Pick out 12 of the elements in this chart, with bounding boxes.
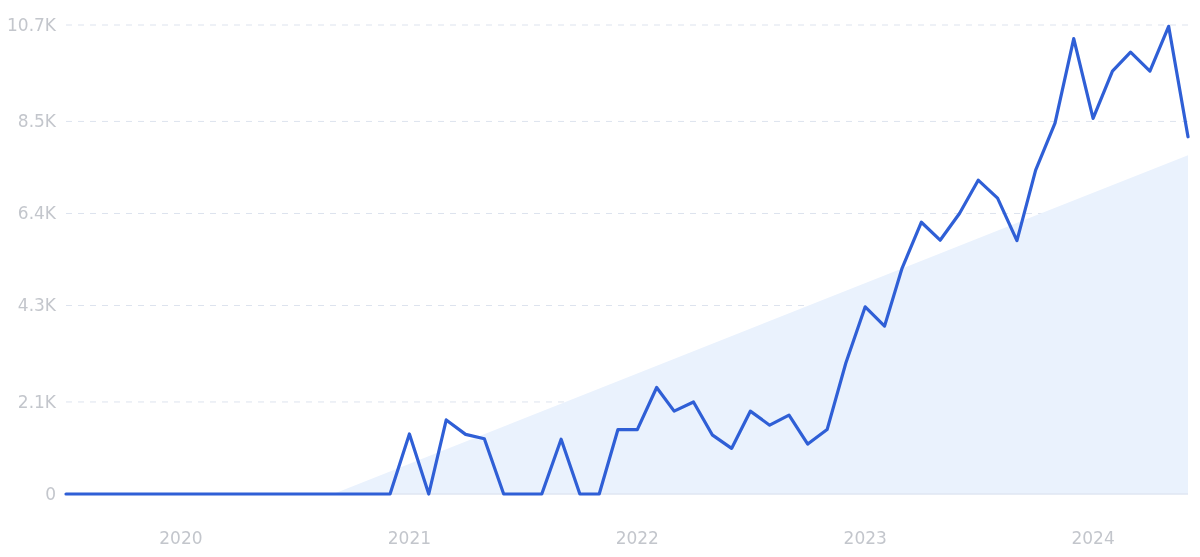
- x-tick-label: 2024: [1071, 528, 1115, 548]
- y-tick-label: 8.5K: [17, 111, 57, 132]
- line-series: [64, 24, 1190, 496]
- y-tick-label: 2.1K: [17, 391, 57, 412]
- x-tick-label: 2022: [615, 528, 659, 548]
- y-tick-label: 4.3K: [17, 295, 57, 316]
- x-tick-label: 2021: [387, 528, 432, 548]
- y-tick-label: 6.4K: [17, 203, 57, 224]
- x-tick-label: 2020: [159, 528, 203, 548]
- y-tick-label: 10.7K: [7, 14, 57, 35]
- x-tick-label: 2023: [843, 528, 887, 548]
- y-tick-label: 0: [45, 483, 56, 504]
